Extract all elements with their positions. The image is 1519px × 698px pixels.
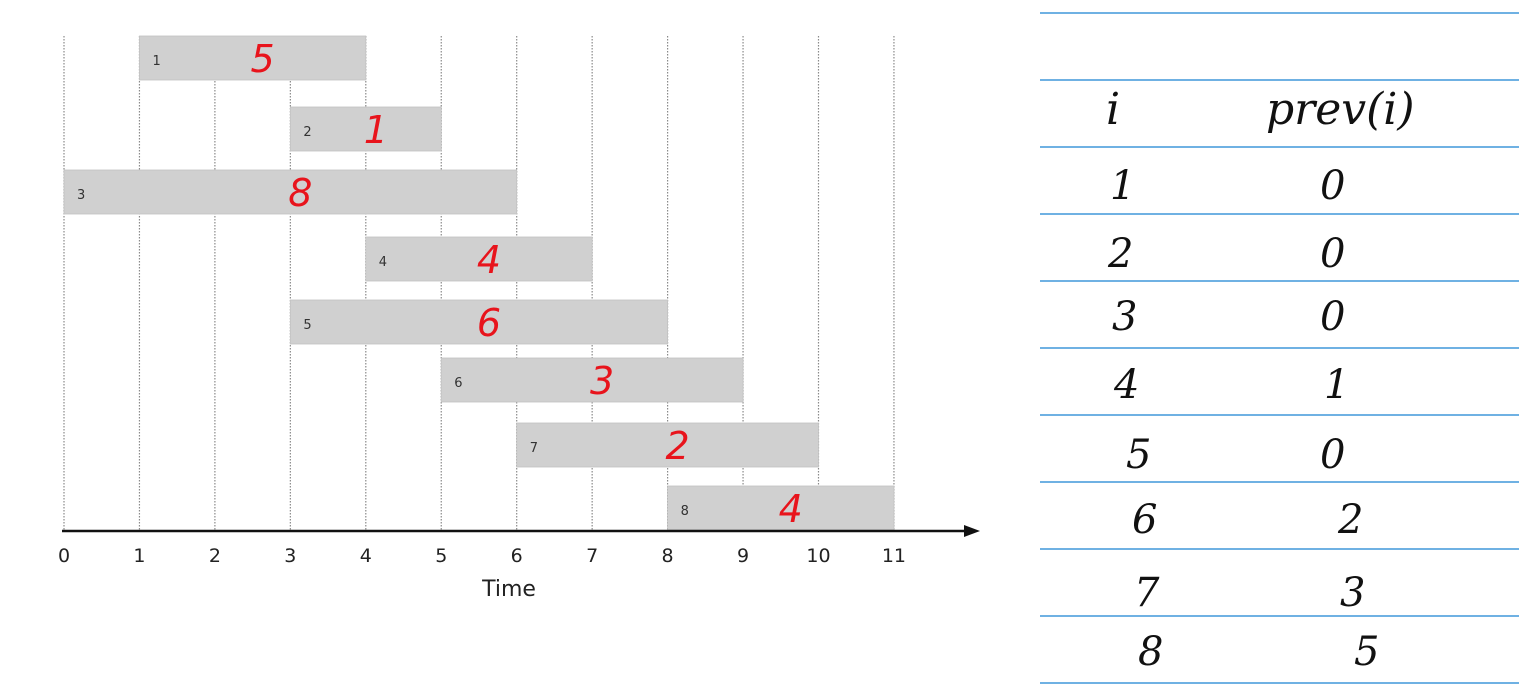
job-id-label-7: 7 — [530, 441, 538, 456]
column-header-i: i — [1106, 84, 1121, 135]
notebook-rule-3 — [1040, 146, 1519, 148]
job-weight-label-7: 2 — [666, 424, 690, 468]
notebook-rule-11 — [1040, 682, 1519, 684]
job-weight-label-2: 1 — [364, 108, 388, 152]
job-bar-3 — [63, 169, 518, 215]
job-id-label-6: 6 — [454, 376, 462, 391]
notebook-rule-9 — [1040, 548, 1519, 550]
notebook-rule-10 — [1040, 615, 1519, 617]
notebook-rule-2 — [1040, 79, 1519, 81]
row-i-value: 7 — [1134, 570, 1160, 616]
x-tick-label-9: 9 — [737, 545, 749, 567]
row-prev-value: 0 — [1320, 231, 1346, 277]
row-prev-value: 3 — [1340, 570, 1366, 616]
job-id-label-3: 3 — [77, 188, 85, 203]
x-tick-label-1: 1 — [133, 545, 145, 567]
x-tick-label-3: 3 — [284, 545, 296, 567]
notebook-rule-8 — [1040, 481, 1519, 483]
x-tick-label-6: 6 — [511, 545, 523, 567]
job-weight-label-1: 5 — [251, 37, 275, 81]
handwritten-prev-table: i prev(i) 1 0 2 0 3 0 4 1 5 0 6 2 7 3 8 5 — [1040, 0, 1519, 698]
x-tick-label-8: 8 — [662, 545, 674, 567]
notebook-rule-5 — [1040, 280, 1519, 282]
job-id-label-5: 5 — [303, 318, 311, 333]
job-weight-label-8: 4 — [779, 487, 803, 531]
x-tick-label-11: 11 — [882, 545, 906, 567]
row-prev-value: 5 — [1354, 629, 1380, 675]
job-bars: 1 5 2 1 3 8 4 4 5 6 6 3 7 2 8 4 — [63, 35, 895, 531]
job-weight-label-5: 6 — [477, 301, 501, 345]
row-i-value: 3 — [1112, 294, 1138, 340]
job-bar-6 — [440, 357, 744, 403]
job-bar-8 — [667, 485, 895, 531]
row-prev-value: 2 — [1338, 497, 1364, 543]
job-weight-label-3: 8 — [288, 171, 312, 215]
job-id-label-4: 4 — [379, 255, 387, 270]
job-bar-5 — [289, 299, 669, 345]
job-bar-1 — [139, 35, 367, 81]
x-tick-label-10: 10 — [806, 545, 830, 567]
job-id-label-8: 8 — [681, 504, 689, 519]
x-tick-label-7: 7 — [586, 545, 598, 567]
x-tick-label-0: 0 — [58, 545, 70, 567]
row-prev-value: 0 — [1320, 163, 1346, 209]
x-tick-label-4: 4 — [360, 545, 372, 567]
row-prev-value: 0 — [1320, 294, 1346, 340]
job-weight-label-4: 4 — [477, 238, 501, 282]
job-bar-4 — [365, 236, 593, 282]
row-i-value: 2 — [1108, 231, 1134, 277]
row-i-value: 8 — [1138, 629, 1164, 675]
notebook-rule-7 — [1040, 414, 1519, 416]
job-bar-2 — [289, 106, 442, 152]
x-axis: 0 1 2 3 4 5 6 7 8 9 10 11 — [58, 525, 980, 567]
job-id-label-2: 2 — [303, 125, 311, 140]
row-i-value: 1 — [1110, 163, 1136, 209]
row-i-value: 5 — [1126, 432, 1152, 478]
x-axis-title: Time — [481, 577, 536, 602]
notebook-rule-4 — [1040, 213, 1519, 215]
row-prev-value: 0 — [1320, 432, 1346, 478]
x-tick-label-2: 2 — [209, 545, 221, 567]
notebook-rule-1 — [1040, 12, 1519, 14]
notebook-rule-6 — [1040, 347, 1519, 349]
job-bar-7 — [516, 422, 819, 468]
row-prev-value: 1 — [1324, 362, 1350, 408]
x-axis-arrowhead — [964, 525, 980, 537]
job-id-label-1: 1 — [152, 54, 160, 69]
column-header-prev: prev(i) — [1266, 84, 1415, 135]
x-tick-label-5: 5 — [435, 545, 447, 567]
job-weight-label-6: 3 — [590, 359, 614, 403]
row-i-value: 4 — [1114, 362, 1140, 408]
interval-scheduling-chart: 1 5 2 1 3 8 4 4 5 6 6 3 7 2 8 4 0 1 2 3 4 5 6 7 8 9 10 11 Time — [58, 35, 980, 602]
row-i-value: 6 — [1132, 497, 1158, 543]
